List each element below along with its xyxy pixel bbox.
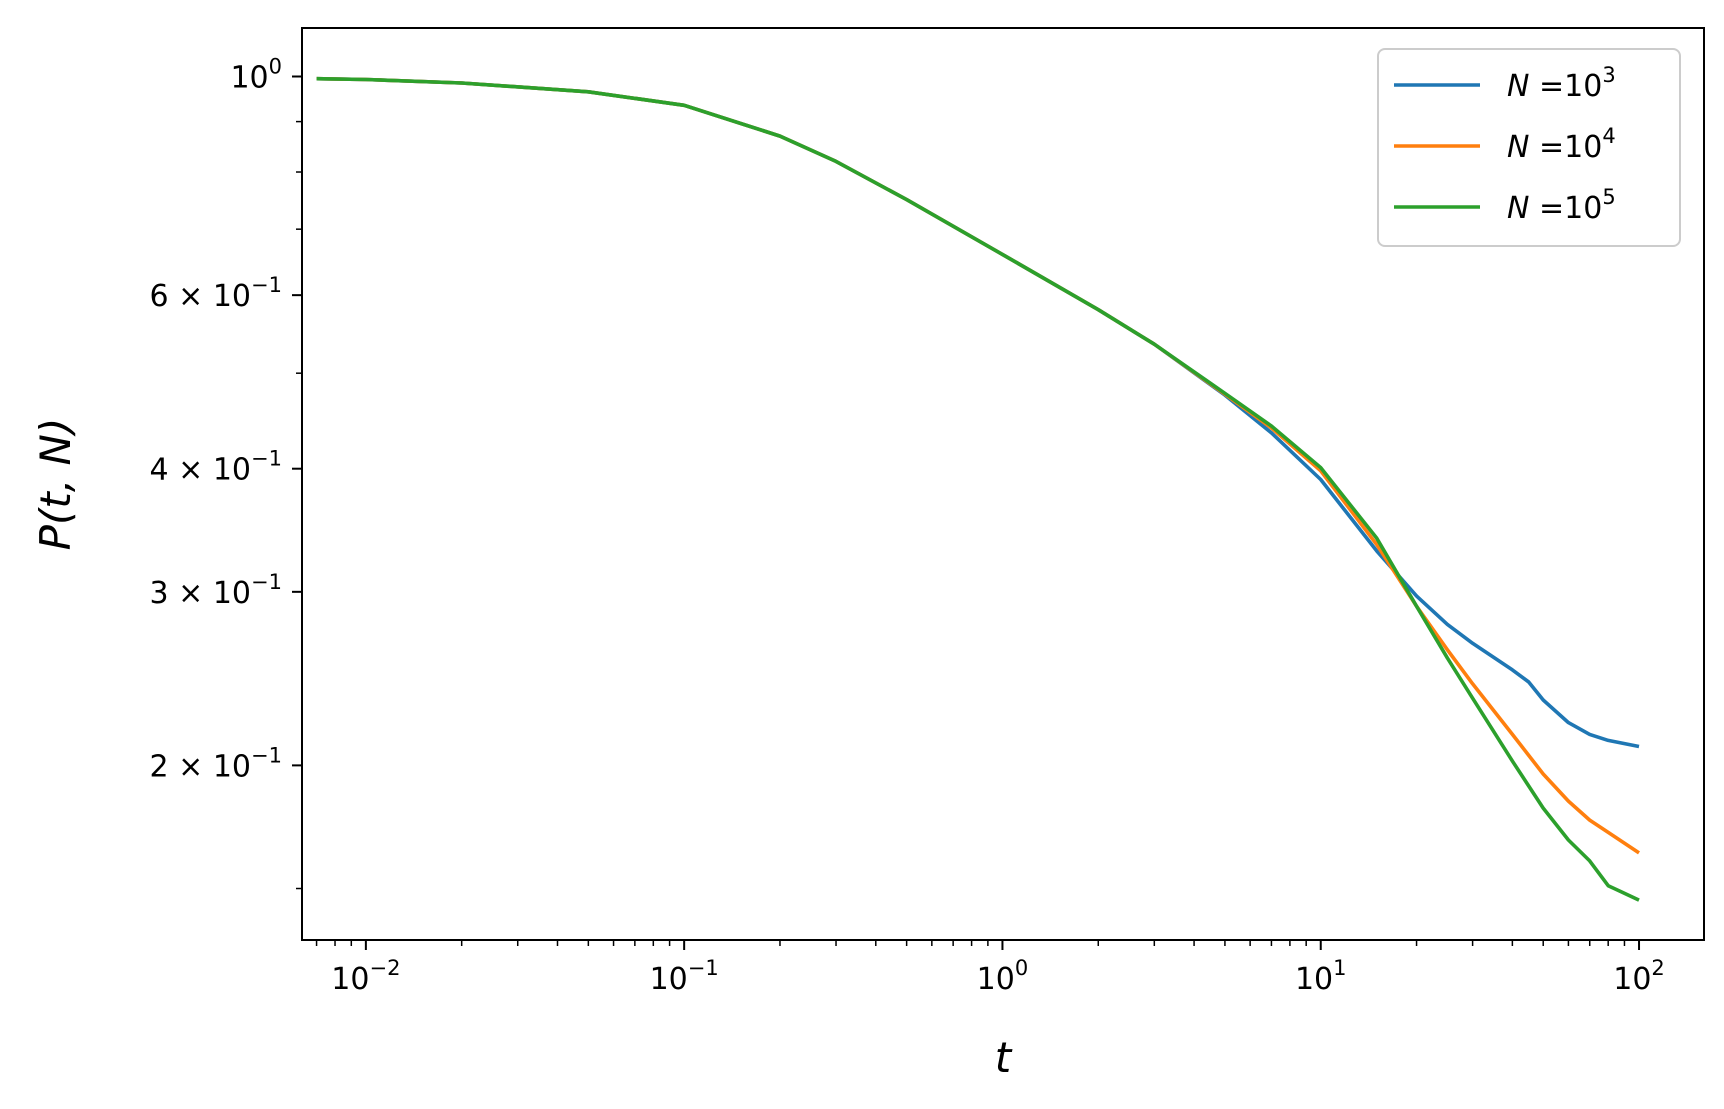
x-tick-base: 10 xyxy=(1295,962,1333,997)
legend-equals: =10 xyxy=(1529,130,1602,165)
y-tick-mantissa: 3 × xyxy=(150,576,213,611)
y-tick-base: 10 xyxy=(230,61,268,96)
y-tick-label: 2 × 10−1 xyxy=(150,743,282,784)
y-tick-base: 10 xyxy=(213,576,251,611)
x-tick-base: 10 xyxy=(1613,962,1651,997)
legend-variable: N xyxy=(1507,191,1529,226)
legend-box xyxy=(1377,48,1681,247)
series-line-3 xyxy=(316,76,1640,902)
x-tick-label: 100 xyxy=(977,956,1029,997)
x-tick-exponent: 2 xyxy=(1651,956,1664,980)
legend-entry-2: N =104 xyxy=(1507,124,1616,165)
legend-exponent: 3 xyxy=(1602,63,1615,87)
y-tick-base: 10 xyxy=(213,279,251,314)
y-tick-mantissa: 4 × xyxy=(150,453,213,488)
x-tick-exponent: −2 xyxy=(369,956,400,980)
y-tick-exponent: −1 xyxy=(251,273,282,297)
x-tick-label: 10−2 xyxy=(331,956,400,997)
x-tick-exponent: 1 xyxy=(1333,956,1346,980)
x-tick-base: 10 xyxy=(650,962,688,997)
y-tick-label: 6 × 10−1 xyxy=(150,273,282,314)
y-tick-exponent: −1 xyxy=(251,570,282,594)
y-tick-base: 10 xyxy=(213,749,251,784)
y-tick-mantissa: 6 × xyxy=(150,279,213,314)
legend-entry-3: N =105 xyxy=(1507,185,1616,226)
x-tick-exponent: −1 xyxy=(688,956,719,980)
y-tick-label: 3 × 10−1 xyxy=(150,570,282,611)
x-axis-label: t xyxy=(995,1033,1013,1082)
legend-equals: =10 xyxy=(1529,69,1602,104)
x-tick-label: 102 xyxy=(1613,956,1665,997)
legend-variable: N xyxy=(1507,130,1529,165)
legend-equals: =10 xyxy=(1529,191,1602,226)
x-tick-exponent: 0 xyxy=(1015,956,1028,980)
y-tick-label: 4 × 10−1 xyxy=(150,447,282,488)
legend-exponent: 4 xyxy=(1602,124,1615,148)
x-tick-base: 10 xyxy=(331,962,369,997)
legend-variable: N xyxy=(1507,69,1529,104)
legend-exponent: 5 xyxy=(1602,185,1615,209)
y-axis-label: P(t, N) xyxy=(31,418,80,551)
x-tick-base: 10 xyxy=(977,962,1015,997)
plot-lines xyxy=(316,76,1640,902)
y-tick-mantissa: 2 × xyxy=(150,749,213,784)
x-tick-label: 101 xyxy=(1295,956,1347,997)
y-tick-exponent: −1 xyxy=(251,447,282,471)
y-tick-exponent: −1 xyxy=(251,743,282,767)
x-tick-label: 10−1 xyxy=(650,956,719,997)
x-axis-ticks: 10−2 10−1 100 101 102 xyxy=(315,940,1665,997)
y-tick-label: 100 xyxy=(230,55,282,96)
legend-entry-1: N =103 xyxy=(1507,63,1616,104)
y-tick-base: 10 xyxy=(213,453,251,488)
y-tick-exponent: 0 xyxy=(269,55,282,79)
